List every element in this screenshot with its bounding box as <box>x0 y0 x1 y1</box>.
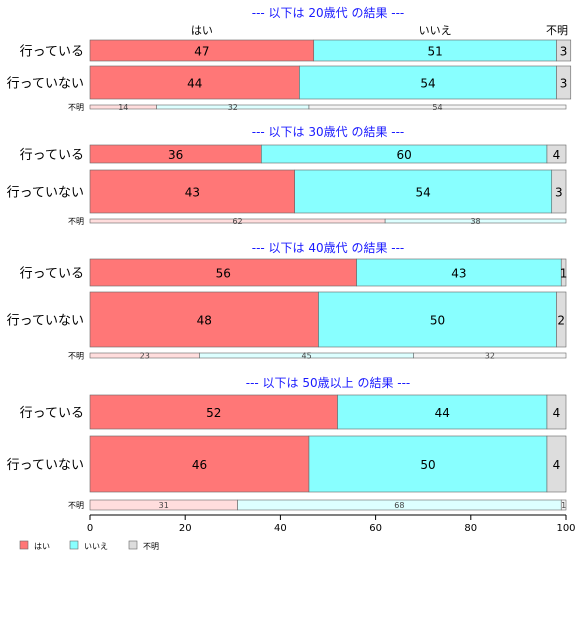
column-header: いいえ <box>419 24 452 37</box>
row-label: 不明 <box>68 501 84 510</box>
row-label: 行っている <box>20 406 84 421</box>
row-label: 不明 <box>68 352 84 361</box>
bar-segment <box>89 435 310 493</box>
panel-title: --- 以下は 20歳代 の結果 --- <box>252 6 405 20</box>
data-label: 1 <box>561 501 566 510</box>
data-label: 43 <box>185 186 200 200</box>
data-label: 50 <box>420 458 435 472</box>
data-label: 56 <box>216 267 231 281</box>
data-label: 3 <box>560 45 568 59</box>
data-label: 32 <box>485 352 495 361</box>
x-tick-label: 40 <box>274 523 287 534</box>
bar-segment <box>546 144 567 164</box>
legend-label: 不明 <box>143 542 159 551</box>
bar-segment <box>560 258 567 287</box>
bar-segment <box>337 394 548 430</box>
data-label: 14 <box>118 103 128 112</box>
bar-segment <box>356 258 562 287</box>
data-label: 44 <box>187 77 202 91</box>
data-label: 46 <box>192 458 207 472</box>
data-label: 3 <box>555 186 563 200</box>
data-label: 31 <box>159 501 169 510</box>
x-tick-label: 80 <box>464 523 477 534</box>
data-label: 44 <box>435 406 450 420</box>
bar-segment <box>318 291 557 348</box>
data-label: 50 <box>430 314 445 328</box>
data-label: 54 <box>420 77 435 91</box>
row-label: 行っていない <box>7 458 84 473</box>
row-label: 行っている <box>20 267 84 282</box>
data-label: 3 <box>560 77 568 91</box>
row-label: 不明 <box>68 103 84 112</box>
column-header: 不明 <box>546 24 568 37</box>
legend-label: いいえ <box>84 542 108 551</box>
bar-segment <box>384 218 567 224</box>
x-tick-label: 60 <box>369 523 382 534</box>
bar-segment <box>308 104 567 110</box>
column-header: はい <box>191 24 213 37</box>
bar-segment <box>551 169 567 214</box>
row-label: 不明 <box>68 217 84 226</box>
panel-title: --- 以下は 30歳代 の結果 --- <box>252 125 405 139</box>
x-tick-label: 0 <box>87 523 93 534</box>
row-label: 行っていない <box>7 314 84 329</box>
row-label: 行っている <box>20 45 84 60</box>
data-label: 23 <box>140 352 150 361</box>
data-label: 62 <box>232 217 242 226</box>
data-label: 60 <box>397 148 412 162</box>
data-label: 2 <box>557 314 565 328</box>
bar-segment <box>556 39 572 62</box>
data-label: 38 <box>470 217 480 226</box>
data-label: 51 <box>427 45 442 59</box>
data-label: 4 <box>553 406 561 420</box>
row-label: 行っていない <box>7 77 84 92</box>
bar-segment <box>556 291 567 348</box>
legend-swatch <box>19 540 29 550</box>
legend-swatch <box>128 540 138 550</box>
bar-segment <box>546 394 567 430</box>
bar-segment <box>299 65 557 100</box>
row-label: 行っていない <box>7 186 84 201</box>
bar-segment <box>89 258 357 287</box>
panel-title: --- 以下は 40歳代 の結果 --- <box>252 241 405 255</box>
data-label: 43 <box>451 267 466 281</box>
bar-segment <box>560 499 567 511</box>
bar-segment <box>413 352 567 359</box>
bar-segment <box>89 394 338 430</box>
x-tick-label: 100 <box>556 523 575 534</box>
bar-segment <box>294 169 553 214</box>
data-label: 54 <box>432 103 442 112</box>
panel-title: --- 以下は 50歳以上 の結果 --- <box>246 376 411 390</box>
data-label: 47 <box>194 45 209 59</box>
x-tick-label: 20 <box>179 523 192 534</box>
data-label: 32 <box>228 103 238 112</box>
bar-segment <box>546 435 567 493</box>
bar-segment <box>89 291 319 348</box>
bar-segment <box>556 65 572 100</box>
data-label: 54 <box>416 186 431 200</box>
data-label: 1 <box>560 267 568 281</box>
legend-swatch <box>69 540 79 550</box>
bar-segment <box>89 169 295 214</box>
data-label: 4 <box>553 458 561 472</box>
data-label: 4 <box>553 148 561 162</box>
data-label: 45 <box>301 352 311 361</box>
data-label: 48 <box>197 314 212 328</box>
data-label: 52 <box>206 406 221 420</box>
data-label: 36 <box>168 148 183 162</box>
data-label: 68 <box>394 501 404 510</box>
row-label: 行っている <box>20 148 84 163</box>
legend-label: はい <box>34 542 50 551</box>
